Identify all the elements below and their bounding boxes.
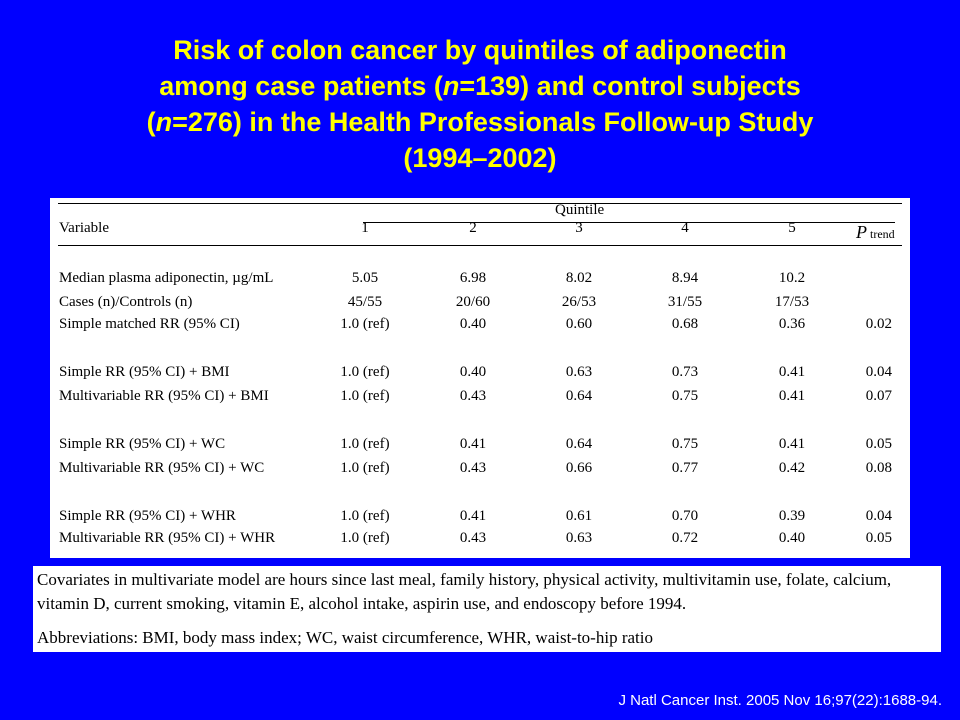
cell-quintile-4: 0.68 [671,316,699,332]
citation: J Natl Cancer Inst. 2005 Nov 16;97(22):1… [618,692,942,709]
cell-quintile-4: 0.77 [671,460,699,476]
table-row: Multivariable RR (95% CI) + WC 1.0 (ref) 0… [50,460,910,482]
cell-quintile-5: 10.2 [778,270,806,286]
cell-ptrend: 0.05 [865,436,892,452]
cell-quintile-5: 0.40 [778,530,806,546]
cell-quintile-3: 0.60 [565,316,593,332]
table-row: Median plasma adiponectin, µg/mL 5.05 6.98… [50,270,910,292]
cell-quintile-2: 0.43 [459,460,487,476]
title-line-2: among case patients (n=139) and control … [40,68,920,104]
cell-quintile-5: 17/53 [774,294,810,310]
row-label: Multivariable RR (95% CI) + BMI [59,388,269,404]
row-label: Simple matched RR (95% CI) [59,316,240,332]
cell-quintile-2: 0.41 [459,508,487,524]
cell-quintile-4: 0.72 [671,530,699,546]
cell-quintile-3: 0.63 [565,364,593,380]
quintile-rule [363,222,895,223]
header-bottom-rule [58,245,902,246]
cell-quintile-2: 0.43 [459,530,487,546]
cell-quintile-5: 0.39 [778,508,806,524]
table-row: Multivariable RR (95% CI) + BMI 1.0 (ref)… [50,388,910,410]
cell-quintile-1: 1.0 (ref) [340,388,390,404]
title-line-2-n: n [442,71,460,101]
cell-quintile-2: 6.98 [459,270,487,286]
cell-quintile-2: 0.40 [459,364,487,380]
row-label: Multivariable RR (95% CI) + WC [59,460,265,476]
cell-quintile-5: 0.41 [778,364,806,380]
row-label: Simple RR (95% CI) + BMI [59,364,230,380]
cell-quintile-3: 0.61 [565,508,593,524]
row-label: Cases (n)/Controls (n) [59,294,193,310]
table-top-rule [58,203,902,204]
cell-quintile-1: 1.0 (ref) [340,364,390,380]
quintile-col-1: 1 [361,220,369,236]
cell-quintile-2: 0.43 [459,388,487,404]
cell-quintile-1: 45/55 [347,294,383,310]
cell-quintile-4: 0.75 [671,436,699,452]
title-line-3-post: =276) in the Health Professionals Follow… [172,107,814,137]
quintile-col-2: 2 [469,220,477,236]
covariates-note: Covariates in multivariate model are hou… [37,570,892,613]
title-line-4: (1994–2002) [403,143,557,173]
cell-quintile-1: 1.0 (ref) [340,436,390,452]
table-row: Simple RR (95% CI) + BMI 1.0 (ref) 0.40 0.6… [50,364,910,386]
cell-quintile-5: 0.41 [778,436,806,452]
quintile-col-4: 4 [681,220,689,236]
cell-quintile-3: 0.64 [565,388,593,404]
quintile-header: Quintile [555,202,605,218]
cell-ptrend: 0.08 [865,460,892,476]
cell-quintile-3: 0.66 [565,460,593,476]
table-row: Simple matched RR (95% CI) 1.0 (ref) 0.40 0… [50,316,910,338]
title-line-2-post: =139) and control subjects [459,71,801,101]
table-row: Simple RR (95% CI) + WC 1.0 (ref) 0.41 0.64… [50,436,910,458]
cell-quintile-2: 20/60 [455,294,491,310]
quintile-col-5: 5 [788,220,796,236]
row-label: Median plasma adiponectin, µg/mL [59,270,274,286]
table-row: Cases (n)/Controls (n) 45/55 20/60 26/53 31/… [50,294,910,316]
quintile-col-3: 3 [575,220,583,236]
cell-ptrend: 0.02 [865,316,892,332]
row-label: Simple RR (95% CI) + WC [59,436,226,452]
cell-quintile-4: 8.94 [671,270,699,286]
cell-quintile-4: 31/55 [667,294,703,310]
cell-quintile-3: 0.64 [565,436,593,452]
cell-quintile-3: 26/53 [561,294,597,310]
cell-quintile-4: 0.73 [671,364,699,380]
cell-ptrend: 0.07 [865,388,892,404]
row-label: Simple RR (95% CI) + WHR [59,508,236,524]
slide-title: Risk of colon cancer by quintiles of adi… [40,32,920,176]
cell-quintile-1: 1.0 (ref) [340,460,390,476]
cell-quintile-2: 0.41 [459,436,487,452]
cell-ptrend: 0.05 [865,530,892,546]
title-line-3-n: n [155,107,173,137]
cell-ptrend: 0.04 [865,364,892,380]
cell-quintile-2: 0.40 [459,316,487,332]
footnotes: Covariates in multivariate model are hou… [33,566,941,652]
table-row: Multivariable RR (95% CI) + WHR 1.0 (ref)… [50,530,910,552]
cell-quintile-3: 0.63 [565,530,593,546]
cell-quintile-1: 1.0 (ref) [340,530,390,546]
table-row: Simple RR (95% CI) + WHR 1.0 (ref) 0.41 0.6… [50,508,910,530]
ptrend-sub: trend [870,227,895,241]
cell-quintile-5: 0.41 [778,388,806,404]
cell-quintile-1: 1.0 (ref) [340,316,390,332]
title-line-1: Risk of colon cancer by quintiles of adi… [173,35,787,65]
cell-quintile-3: 8.02 [565,270,593,286]
cell-quintile-5: 0.36 [778,316,806,332]
cell-quintile-5: 0.42 [778,460,806,476]
cell-quintile-4: 0.70 [671,508,699,524]
abbreviations-note: Abbreviations: BMI, body mass index; WC,… [37,628,653,647]
title-line-3-pre: ( [146,107,156,137]
cell-quintile-1: 5.05 [351,270,379,286]
title-line-2-pre: among case patients ( [159,71,443,101]
title-line-3: (n=276) in the Health Professionals Foll… [40,104,920,140]
variable-header: Variable [59,220,109,236]
row-label: Multivariable RR (95% CI) + WHR [59,530,276,546]
cell-ptrend: 0.04 [865,508,892,524]
cell-quintile-1: 1.0 (ref) [340,508,390,524]
ptrend-p: P [856,222,867,242]
cell-quintile-4: 0.75 [671,388,699,404]
